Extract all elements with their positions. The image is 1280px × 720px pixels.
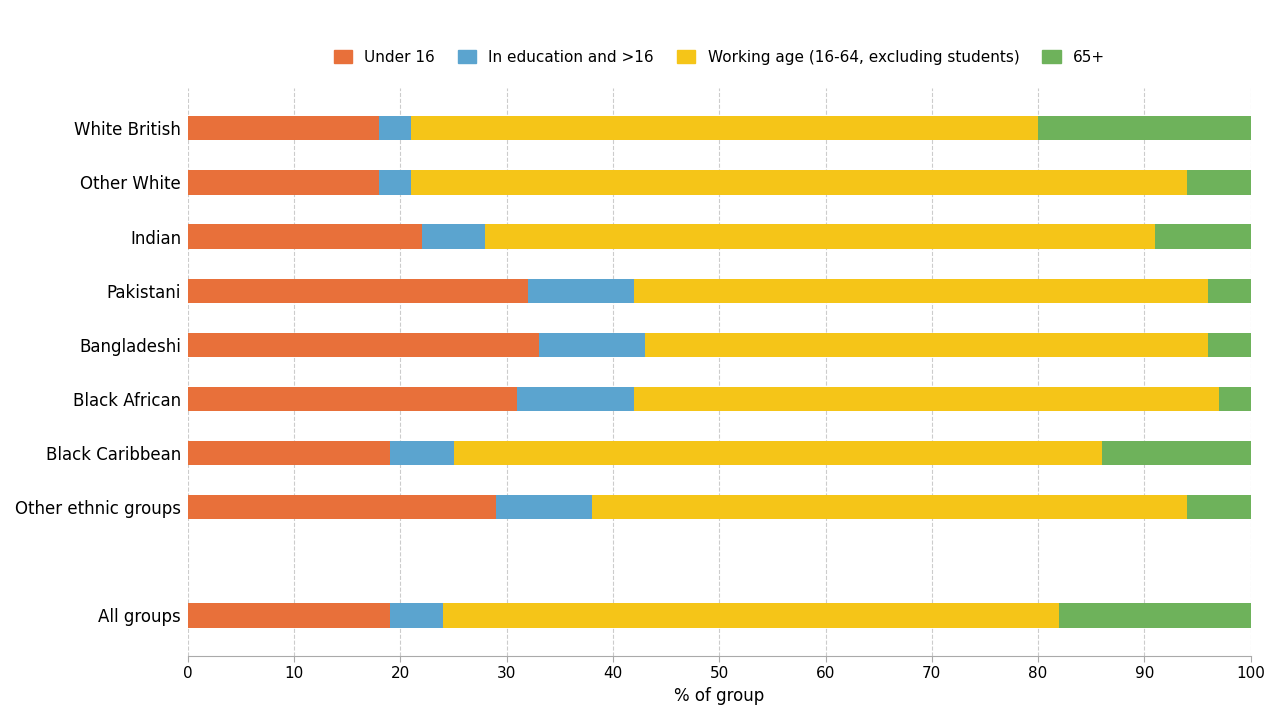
Bar <box>188 116 379 140</box>
Bar <box>411 116 1038 140</box>
Bar <box>591 495 1187 519</box>
Bar <box>188 495 497 519</box>
Bar <box>1038 116 1251 140</box>
Bar <box>453 441 1102 465</box>
Bar <box>1060 603 1251 628</box>
Bar <box>188 170 379 194</box>
Bar <box>443 603 1060 628</box>
Bar <box>421 225 485 248</box>
Bar <box>390 603 443 628</box>
Bar <box>1219 387 1251 411</box>
Bar <box>379 116 411 140</box>
Bar <box>1187 495 1251 519</box>
Bar <box>485 225 1155 248</box>
Bar <box>188 387 517 411</box>
Bar <box>188 603 390 628</box>
Bar <box>411 170 1187 194</box>
Bar <box>1208 279 1251 303</box>
Bar <box>497 495 591 519</box>
Legend: Under 16, In education and >16, Working age (16-64, excluding students), 65+: Under 16, In education and >16, Working … <box>334 50 1105 65</box>
Bar <box>188 225 421 248</box>
Bar <box>635 387 1219 411</box>
Bar <box>527 279 635 303</box>
Bar <box>188 441 390 465</box>
Bar <box>188 279 527 303</box>
Bar <box>1102 441 1251 465</box>
Bar <box>517 387 635 411</box>
Bar <box>1208 333 1251 357</box>
Bar <box>539 333 645 357</box>
Bar <box>390 441 453 465</box>
Bar <box>1155 225 1251 248</box>
Bar <box>1187 170 1251 194</box>
Bar <box>645 333 1208 357</box>
Bar <box>379 170 411 194</box>
Bar <box>635 279 1208 303</box>
Bar <box>188 333 539 357</box>
X-axis label: % of group: % of group <box>675 687 764 705</box>
